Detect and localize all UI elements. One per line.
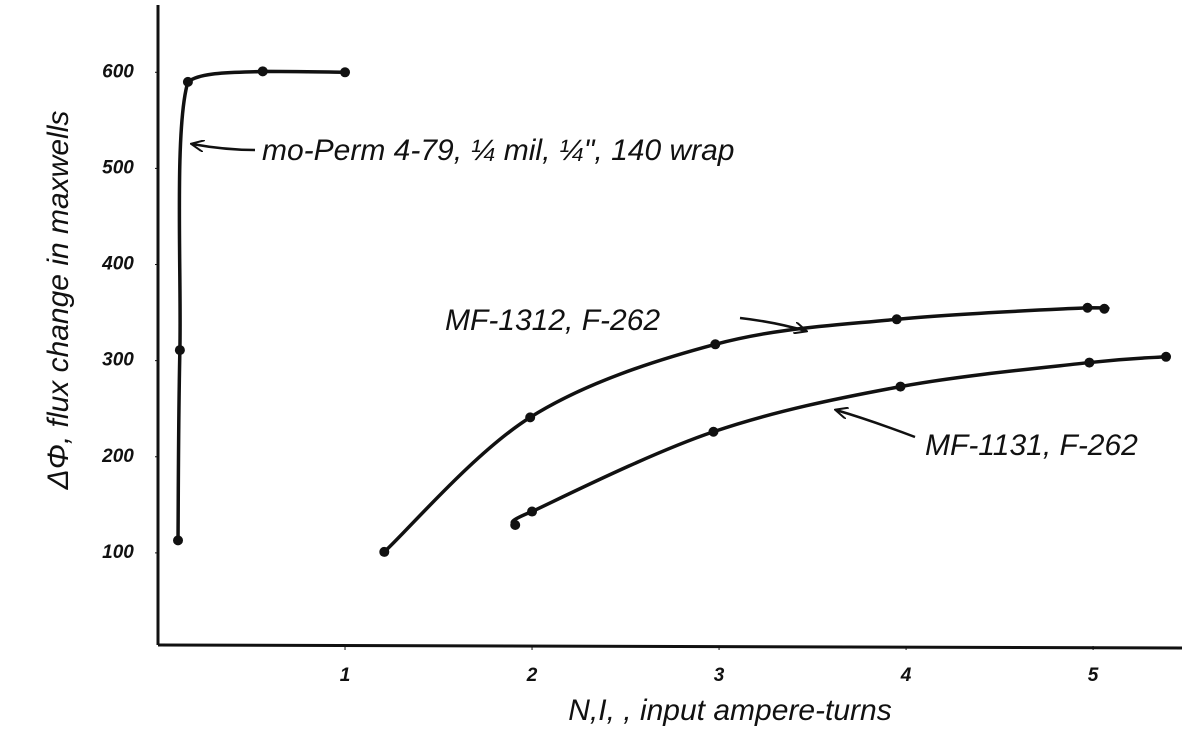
data-point [527,507,537,517]
data-point [175,345,185,355]
series-label: MF-1312, F-262 [445,304,660,337]
data-point [1161,352,1171,362]
data-point [525,412,535,422]
data-point [510,520,520,530]
data-point [340,67,350,77]
data-point [1082,303,1092,313]
series-label: mo-Perm 4-79, ¼ mil, ¼", 140 wrap [262,134,735,167]
data-point [183,77,193,87]
x-tick-label: 4 [900,665,912,686]
data-point [708,427,718,437]
y-tick-label: 300 [102,350,134,371]
x-axis-label: N,I, , input ampere-turns [568,694,891,727]
data-point [1099,304,1109,314]
data-point [379,547,389,557]
x-tick-label: 2 [526,665,538,686]
data-point [895,382,905,392]
x-tick-label: 3 [714,665,725,686]
x-axis [158,645,1182,648]
y-tick-label: 400 [101,254,134,275]
annotation-arrow [192,144,255,150]
y-axis-label: ΔΦ, flux change in maxwells [42,111,75,491]
chart: ΔΦ, flux change in maxwells N,I, , input… [0,0,1194,737]
data-point [173,535,183,545]
y-tick-label: 100 [102,542,134,563]
y-tick-label: 200 [101,446,134,467]
series-label: MF-1131, F-262 [925,429,1138,462]
x-tick-label: 5 [1088,665,1099,686]
x-tick-label: 1 [340,665,351,686]
annotation-arrow [836,410,915,437]
y-tick-label: 500 [102,157,134,178]
data-point [710,339,720,349]
y-tick-label: 600 [102,61,134,82]
data-point [258,66,268,76]
data-point [892,314,902,324]
data-point [1084,358,1094,368]
